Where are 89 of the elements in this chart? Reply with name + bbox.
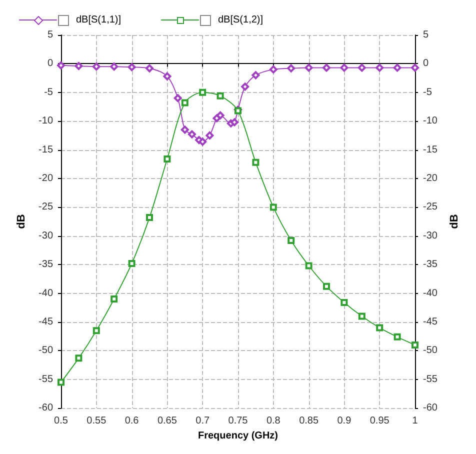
y2-tick-label: -50 [423, 345, 438, 356]
y2-tick-label: -25 [423, 202, 438, 213]
y2-tick-label: -15 [423, 144, 438, 156]
point [181, 99, 188, 106]
point [322, 64, 330, 72]
point [340, 64, 348, 72]
point [92, 62, 100, 71]
point [358, 64, 366, 72]
point [230, 118, 238, 126]
point [199, 88, 206, 96]
legend-label: dB[S(1,2)] [218, 14, 264, 26]
x-tick-label: 1 [412, 416, 418, 427]
y-tick-label: -5 [44, 86, 54, 98]
point [358, 312, 366, 320]
y2-axis-title: dB [448, 214, 460, 229]
y2-tick-label: -55 [423, 374, 438, 385]
point [323, 282, 330, 290]
x-tick-label: 0.6 [124, 416, 140, 427]
y-tick-label: -50 [38, 345, 54, 356]
x-tick-label: 0.75 [228, 416, 248, 427]
point [376, 324, 384, 332]
point [394, 333, 401, 340]
point [216, 111, 224, 120]
x-tick-label: 0.8 [266, 416, 281, 427]
y2-tick-label: -60 [423, 402, 438, 414]
point [128, 260, 136, 267]
y2-tick-label: -45 [423, 316, 438, 328]
y2-tick-label: 5 [423, 30, 429, 40]
x-tick-label: 0.85 [299, 416, 319, 427]
point [146, 64, 154, 72]
y-tick-label: -45 [38, 316, 54, 328]
point [74, 62, 83, 70]
point [163, 72, 172, 80]
y-tick-label: -55 [38, 374, 54, 385]
x-tick-label: 0.5 [54, 416, 68, 427]
point [270, 204, 277, 211]
x-tick-label: 0.55 [86, 416, 107, 427]
x-axis-title: Frequency (GHz) [198, 430, 278, 442]
point [57, 61, 65, 70]
y-tick-label: -40 [38, 288, 54, 299]
y2-tick-label: 0 [423, 58, 429, 70]
point [110, 62, 118, 71]
y2-tick-label: -30 [423, 230, 438, 242]
point [110, 296, 118, 303]
point [393, 64, 402, 72]
y-axis-title: dB [16, 214, 28, 229]
point [128, 63, 136, 72]
point [376, 64, 384, 72]
x-tick-label: 0.65 [157, 416, 178, 427]
point [241, 82, 250, 91]
y2-tick-label: -40 [423, 288, 438, 299]
y-tick-label: -60 [38, 402, 54, 414]
point [188, 130, 196, 138]
x-tick-label: 0.9 [337, 416, 352, 427]
y-tick-label: -30 [38, 230, 54, 242]
point [305, 262, 312, 270]
x-tick-label: 0.95 [370, 416, 390, 427]
y-tick-label: -35 [38, 259, 54, 270]
point [411, 64, 419, 72]
point [304, 64, 313, 72]
point [198, 138, 207, 146]
y-tick-label: -15 [38, 144, 54, 156]
y2-tick-label: -35 [423, 259, 438, 270]
point [174, 94, 182, 102]
point [252, 158, 260, 166]
y-tick-label: -10 [38, 116, 54, 127]
y2-tick-label: -20 [423, 173, 438, 184]
point [412, 341, 418, 348]
point [287, 64, 296, 72]
point [180, 126, 189, 134]
point [75, 354, 82, 362]
point [146, 214, 153, 222]
y2-tick-label: -10 [423, 116, 438, 127]
point [58, 378, 64, 386]
point [269, 65, 278, 74]
point [252, 71, 260, 80]
x-tick-label: 0.7 [196, 416, 210, 427]
point [288, 236, 295, 244]
y2-tick-label: -5 [423, 86, 432, 98]
point [216, 92, 224, 100]
point [92, 327, 100, 334]
y-tick-label: -20 [38, 173, 54, 184]
y-tick-label: 5 [47, 30, 54, 40]
y-tick-label: -25 [38, 202, 54, 213]
legend-label: dB[S(1,1)] [76, 14, 122, 26]
y-tick-label: 0 [47, 58, 54, 70]
point [340, 298, 348, 306]
point [206, 131, 214, 140]
point [164, 155, 171, 162]
